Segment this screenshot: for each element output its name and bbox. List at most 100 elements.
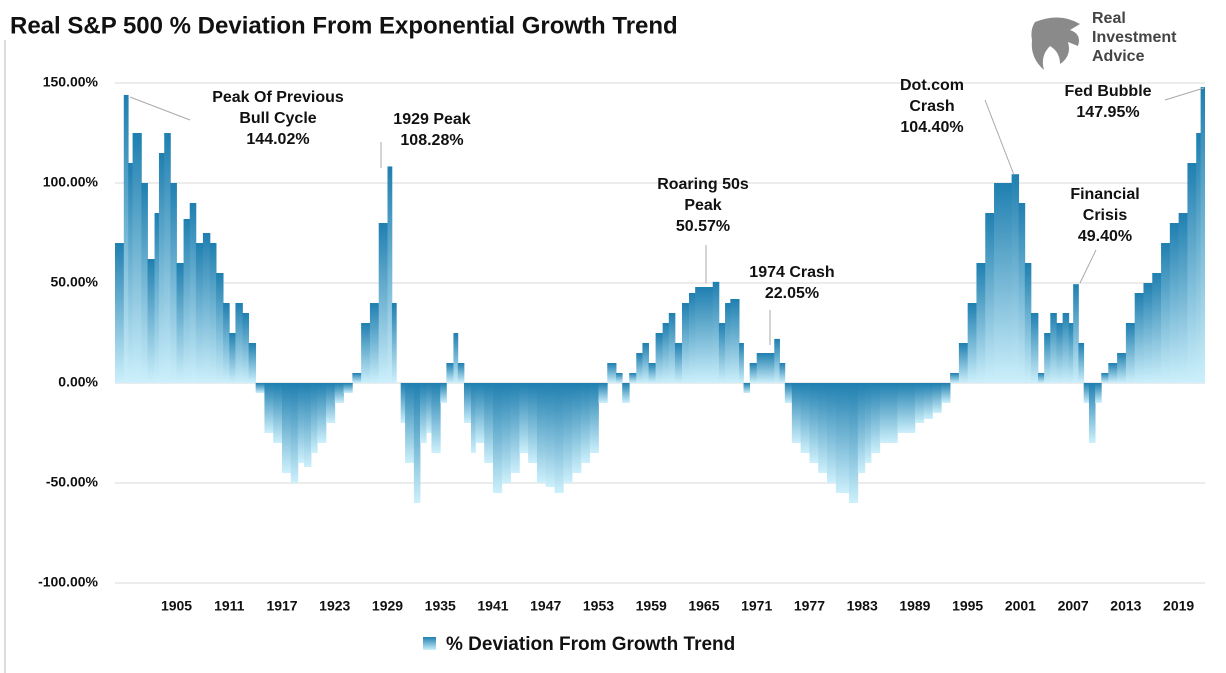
chart-title: Real S&P 500 % Deviation From Exponentia… (10, 12, 678, 39)
bar (446, 363, 454, 383)
bar (662, 323, 670, 383)
bar (1200, 87, 1206, 383)
bar (1056, 323, 1063, 383)
bar (950, 373, 960, 383)
bars (115, 87, 1206, 503)
bar (739, 343, 744, 383)
bar (1095, 383, 1102, 403)
x-tick-label: 2007 (1058, 598, 1089, 614)
annotation: 49.40% (1078, 228, 1132, 245)
x-tick-label: 1977 (794, 598, 825, 614)
bar (598, 383, 608, 403)
bar (223, 303, 230, 383)
bar (420, 383, 427, 443)
y-tick-label: 100.00% (43, 174, 99, 190)
x-tick-label: 1923 (319, 598, 350, 614)
bar (297, 383, 305, 463)
bar (369, 303, 380, 383)
bar (242, 313, 250, 383)
bar (835, 383, 850, 493)
annotation: Financial (1070, 186, 1139, 203)
bar (888, 383, 898, 443)
bar (431, 383, 441, 453)
bar (361, 323, 371, 383)
bar (779, 363, 786, 383)
bar (154, 213, 160, 383)
logo-mark (1031, 17, 1080, 71)
bar (674, 343, 683, 383)
bar (629, 373, 637, 383)
bar (273, 383, 283, 443)
bar (1024, 263, 1032, 383)
logo-text: Real (1092, 10, 1126, 27)
bar (725, 303, 731, 383)
bar (264, 383, 274, 433)
bar (334, 383, 344, 403)
x-tick-label: 1911 (214, 598, 245, 614)
bar (784, 383, 793, 403)
bar (848, 383, 859, 503)
bar (636, 353, 643, 383)
bar (1108, 363, 1118, 383)
bar (195, 243, 204, 383)
x-tick-label: 1965 (688, 598, 719, 614)
bar (689, 293, 696, 383)
x-tick-label: 1953 (583, 598, 614, 614)
bar (655, 333, 664, 383)
bar (1037, 373, 1045, 383)
bar (976, 263, 986, 383)
annotation: Peak Of Previous (212, 89, 344, 106)
bar (132, 133, 142, 383)
bar (648, 363, 657, 383)
bar (985, 213, 995, 383)
bar (857, 383, 866, 473)
bar (695, 287, 714, 383)
bar (681, 303, 690, 383)
x-tick-label: 2019 (1163, 598, 1194, 614)
bar (774, 338, 780, 383)
x-tick-label: 2001 (1005, 598, 1036, 614)
bar (1088, 383, 1096, 443)
bar (616, 373, 623, 383)
x-tick-label: 1989 (899, 598, 930, 614)
bar (453, 333, 459, 383)
bar (1152, 273, 1162, 383)
bar (141, 183, 148, 383)
annotation: Peak (684, 197, 721, 214)
bar (115, 243, 125, 383)
bar (906, 383, 916, 433)
bar (216, 273, 224, 383)
bar (607, 363, 617, 383)
annotation: 1974 Crash (749, 264, 834, 281)
y-tick-label: 150.00% (43, 74, 99, 90)
bar (183, 219, 191, 383)
bar (1161, 243, 1171, 383)
bar (400, 383, 406, 423)
bar (303, 383, 312, 467)
bar (1030, 313, 1039, 383)
bar (589, 383, 599, 453)
bar (128, 163, 133, 383)
bar (1117, 353, 1127, 383)
bar (343, 383, 353, 393)
bar (290, 383, 299, 483)
leader-line (1079, 249, 1097, 284)
bar (1134, 293, 1144, 383)
x-tick-label: 1995 (952, 598, 983, 614)
x-tick-label: 1935 (425, 598, 456, 614)
bar (1062, 313, 1070, 383)
bar (1073, 284, 1079, 383)
bar (282, 383, 292, 473)
x-tick-label: 1917 (266, 598, 297, 614)
bar (1101, 373, 1109, 383)
bar (501, 383, 511, 483)
bar (1044, 333, 1051, 383)
leader-line (1164, 87, 1205, 101)
leader-line (129, 96, 191, 121)
annotation: 50.57% (676, 218, 730, 235)
bar (914, 383, 925, 423)
bar (668, 313, 676, 383)
bar (536, 383, 547, 483)
bar (391, 303, 397, 383)
